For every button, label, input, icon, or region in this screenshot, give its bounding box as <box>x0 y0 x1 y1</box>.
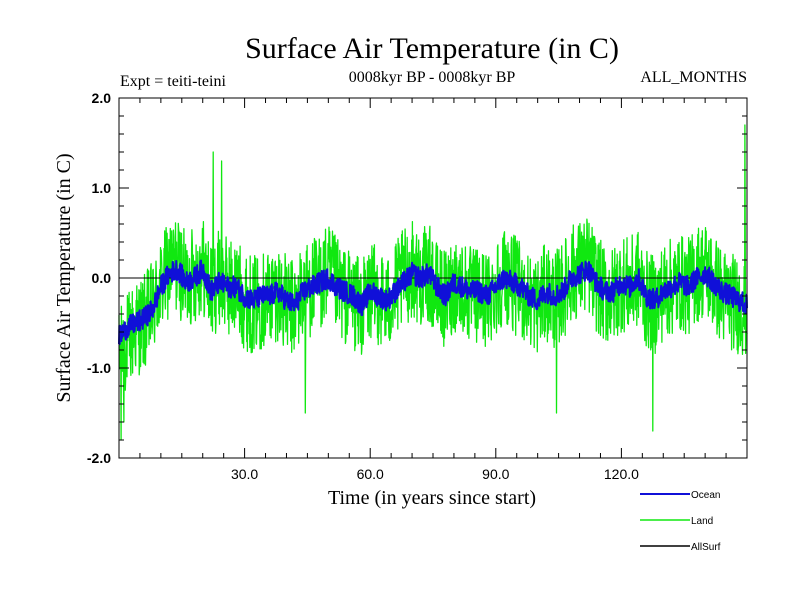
y-tick-label: -1.0 <box>87 360 111 376</box>
period-label: 0008kyr BP - 0008kyr BP <box>349 69 516 86</box>
legend-label-ocean: Ocean <box>691 490 720 501</box>
series-land-line <box>118 124 748 441</box>
y-axis-label: Surface Air Temperature (in C) <box>53 153 75 402</box>
legend-label-allsurf: AllSurf <box>691 542 721 553</box>
x-tick-label: 30.0 <box>231 466 258 482</box>
plot-frame <box>118 97 748 459</box>
y-tick-labels: 2.0 1.0 0.0 -1.0 -2.0 <box>87 90 111 466</box>
experiment-label: Expt = teiti-teini <box>120 73 226 90</box>
months-label: ALL_MONTHS <box>640 69 747 86</box>
y-tick-label: 2.0 <box>92 90 112 106</box>
x-tick-label: 90.0 <box>482 466 509 482</box>
y-tick-label: 0.0 <box>92 270 112 286</box>
x-tick-label: 120.0 <box>604 466 639 482</box>
y-tick-label: -2.0 <box>87 450 111 466</box>
x-tick-labels: 30.0 60.0 90.0 120.0 <box>231 466 639 482</box>
x-axis-label: Time (in years since start) <box>328 487 536 509</box>
axis-ticks <box>119 98 747 458</box>
legend: Ocean Land AllSurf <box>640 490 721 553</box>
series-ocean-line <box>118 259 748 345</box>
legend-label-land: Land <box>691 516 713 527</box>
x-tick-label: 60.0 <box>357 466 384 482</box>
plot-series <box>118 124 748 441</box>
y-tick-label: 1.0 <box>92 180 112 196</box>
chart-title: Surface Air Temperature (in C) <box>245 32 619 65</box>
